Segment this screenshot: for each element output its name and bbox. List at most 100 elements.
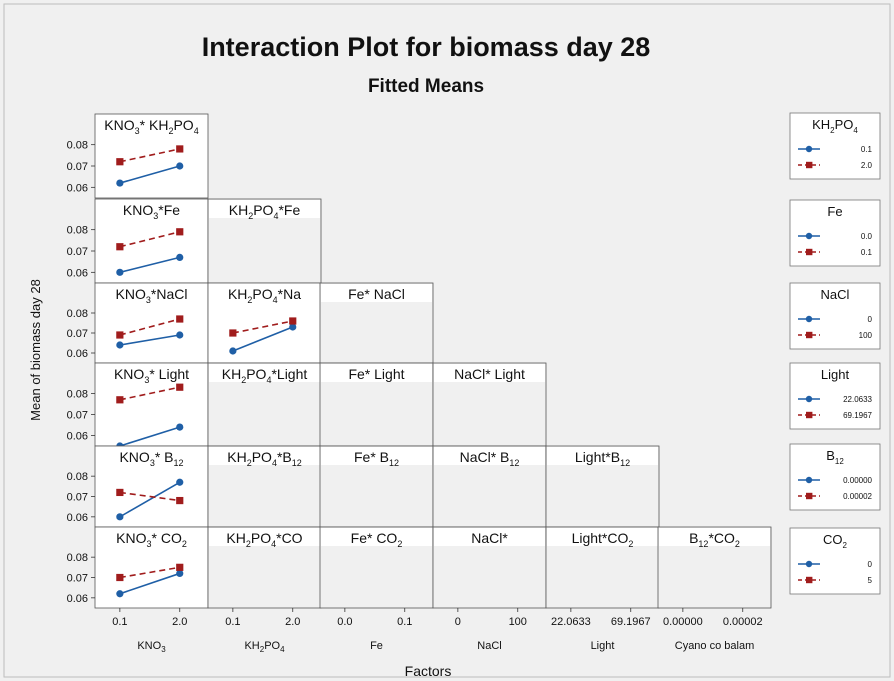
panel-label-bg xyxy=(659,528,770,546)
legend-entry-label: 0 xyxy=(868,315,873,324)
high-level-series-point xyxy=(116,573,124,582)
legend-entry-label: 5 xyxy=(868,576,873,585)
panel-kh2po4-light: KH2​PO4​*Light xyxy=(207,362,322,447)
panel-label-bg xyxy=(547,528,658,546)
panel-label: KH2​PO4​*Na xyxy=(228,286,301,305)
low-level-series-line xyxy=(119,334,180,346)
low-level-series-point xyxy=(229,347,237,355)
panel-label: NaCl* xyxy=(471,530,508,546)
panel-kno3-co2: KNO3​* CO2​ 0.06 0.07 0.08 xyxy=(67,526,209,609)
legend-entry-label: 2.0 xyxy=(861,161,873,170)
x-tick-label: 0.00000 xyxy=(663,616,703,628)
panel-label-bg xyxy=(209,284,320,302)
high-level-series-point xyxy=(116,331,124,339)
high-level-series-point xyxy=(176,315,184,323)
y-tick-label: 0.08 xyxy=(67,140,88,152)
panel-kh2po4-fe: KH2​PO4​*Fe xyxy=(207,198,322,284)
high-level-series-line xyxy=(232,320,293,334)
legend-title: B12​ xyxy=(826,448,844,466)
low-level-series-line xyxy=(119,256,180,274)
legend-marker xyxy=(805,145,813,153)
panel-label: NaCl* B12​ xyxy=(460,449,520,468)
x-tick-label: 22.0633 xyxy=(551,616,591,628)
legend-kh2po4: KH2​PO4​ 0.1 2.0 xyxy=(789,112,881,180)
legend-marker xyxy=(806,331,813,339)
panel-label-bg xyxy=(96,528,207,546)
chart-subtitle: Fitted Means xyxy=(368,76,484,97)
high-level-series-point xyxy=(116,158,124,166)
panel-label-bg xyxy=(547,447,658,465)
panel-label: B12​*CO2​ xyxy=(689,530,740,549)
legend-title: NaCl xyxy=(821,287,850,302)
panel-label-bg xyxy=(209,200,320,218)
panel-label: KNO3​* Light xyxy=(114,366,189,385)
y-tick-label: 0.06 xyxy=(67,512,88,524)
legend-marker xyxy=(805,395,813,403)
low-level-series-line xyxy=(119,426,180,447)
panel-label: KNO3​* KH2​PO4​ xyxy=(104,117,198,136)
high-level-series-line xyxy=(119,386,180,401)
y-tick-label: 0.08 xyxy=(67,308,88,320)
factor-label: Fe xyxy=(370,640,383,652)
low-level-series-line xyxy=(119,165,180,184)
panel-kh2po4-na: KH2​PO4​*Na xyxy=(207,282,322,364)
legend-box xyxy=(789,199,881,267)
y-tick-label: 0.06 xyxy=(67,267,88,279)
high-level-series-line xyxy=(119,566,180,579)
y-tick-label: 0.07 xyxy=(67,492,88,504)
high-level-series-point xyxy=(116,488,124,497)
low-level-series-point xyxy=(176,569,184,578)
panel-label-bg xyxy=(434,528,545,546)
legend-box xyxy=(789,362,881,430)
low-level-series-line xyxy=(232,326,294,352)
panel-light-co2: Light*CO2​ xyxy=(545,526,660,609)
legend-marker xyxy=(806,161,813,169)
x-tick-label: 2.0 xyxy=(172,616,187,628)
low-level-series-point xyxy=(289,323,297,331)
y-tick-label: 0.07 xyxy=(67,328,88,340)
panel-label: KNO3​*NaCl xyxy=(116,286,188,305)
factor-label: KH2PO4 xyxy=(244,640,285,654)
y-tick-label: 0.08 xyxy=(67,225,88,237)
y-tick-label: 0.06 xyxy=(67,431,88,443)
x-axis-label: Factors xyxy=(405,663,452,679)
factor-label: Light xyxy=(591,640,615,652)
legend-entry-label: 0.0 xyxy=(861,232,873,241)
x-tick-label: 2.0 xyxy=(285,616,300,628)
low-level-series-line xyxy=(119,481,181,518)
y-axis-label: Mean of biomass day 28 xyxy=(28,279,43,421)
high-level-series-point xyxy=(176,145,184,153)
panel-label-bg xyxy=(321,284,432,302)
legend-title: CO2​ xyxy=(823,532,848,550)
legend-nacl: NaCl 0 100 xyxy=(789,282,881,350)
panel-label-bg xyxy=(434,364,545,382)
high-level-series-line xyxy=(119,148,180,163)
panel-fe-light: Fe* Light xyxy=(319,362,434,447)
y-tick-label: 0.07 xyxy=(67,573,88,585)
high-level-series-point xyxy=(176,563,184,571)
y-tick-label: 0.08 xyxy=(67,552,88,564)
legend-marker xyxy=(806,576,813,584)
panel-label: NaCl* Light xyxy=(454,366,525,382)
y-tick-label: 0.06 xyxy=(67,182,88,194)
panel-label: KNO3​* CO2​ xyxy=(116,530,187,549)
x-tick-label: 69.1967 xyxy=(611,616,651,628)
legend-marker xyxy=(805,232,813,240)
panel-label: Fe* NaCl xyxy=(348,286,405,302)
high-level-series-point xyxy=(176,228,184,236)
x-tick-label: 100 xyxy=(509,616,527,628)
y-tick-label: 0.06 xyxy=(67,348,88,360)
y-tick-label: 0.07 xyxy=(67,246,88,258)
panel-label-bg xyxy=(434,447,545,465)
panel-fe-co2: Fe* CO2​ xyxy=(319,526,434,609)
legend-marker xyxy=(806,492,813,500)
low-level-series-line xyxy=(119,572,181,595)
high-level-series-line xyxy=(119,318,180,336)
panel-kno3-light: KNO3​* Light 0.06 0.07 0.08 xyxy=(67,362,209,450)
low-level-series-point xyxy=(176,423,184,431)
panel-label: Fe* Light xyxy=(348,366,404,382)
x-tick-label: 0.1 xyxy=(397,616,412,628)
panel-label: Fe* CO2​ xyxy=(351,530,403,549)
legend-entry-label: 0 xyxy=(868,560,873,569)
